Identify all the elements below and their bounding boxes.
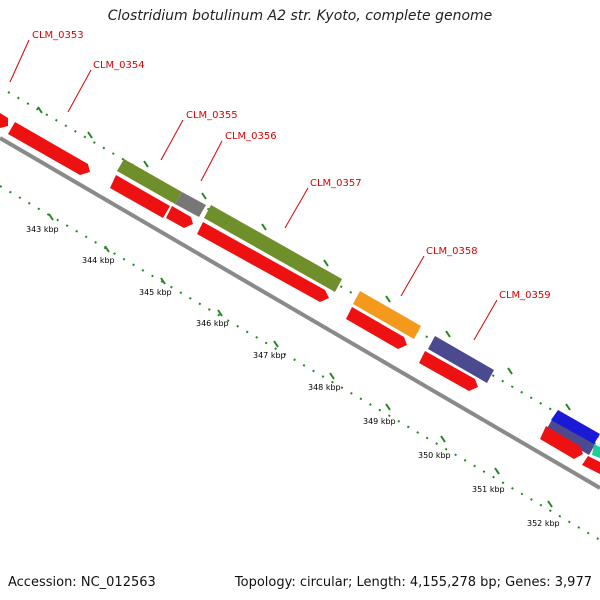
map-title: Clostridium botulinum A2 str. Kyoto, com…	[107, 8, 493, 24]
feature-track	[117, 159, 600, 458]
outer-major-tick	[445, 330, 451, 338]
accession-info: Accession: NC_012563	[8, 575, 156, 590]
gene-label-clm-0356[interactable]: CLM_0356	[225, 131, 277, 142]
feature-olive-1[interactable]	[117, 159, 182, 204]
cds-arrow[interactable]	[197, 222, 329, 302]
kbp-label: 345 kbp	[139, 288, 172, 297]
gene-label-clm-0355[interactable]: CLM_0355	[186, 110, 238, 121]
feature-gray[interactable]	[175, 192, 206, 217]
feature-blue[interactable]	[551, 410, 600, 444]
cds-arrow[interactable]	[582, 456, 600, 474]
outer-major-tick	[323, 259, 329, 267]
genome-backbone	[0, 136, 600, 490]
inner-major-tick	[273, 340, 279, 348]
feature-slate-small[interactable]	[546, 418, 596, 455]
gene-label-clm-0359[interactable]: CLM_0359	[499, 290, 551, 301]
kbp-label: 348 kbp	[308, 383, 341, 392]
inner-tick-track	[0, 185, 600, 541]
feature-olive-2[interactable]	[204, 205, 342, 292]
cds-track	[0, 113, 600, 474]
cds-arrow[interactable]	[346, 307, 407, 349]
kbp-label: 346 kbp	[196, 319, 229, 328]
kbp-label: 344 kbp	[82, 256, 115, 265]
gene-label-clm-0353[interactable]: CLM_0353	[32, 30, 84, 41]
topology-info: Topology: circular; Length: 4,155,278 bp…	[234, 575, 592, 590]
kbp-label: 349 kbp	[363, 417, 396, 426]
gene-label-clm-0357[interactable]: CLM_0357	[310, 178, 362, 189]
feature-orange[interactable]	[353, 291, 421, 339]
accession-label: Accession:	[8, 575, 77, 590]
inner-major-tick	[385, 403, 391, 411]
inner-major-tick	[104, 245, 110, 253]
feature-teal[interactable]	[592, 444, 600, 458]
cds-arrow[interactable]	[419, 351, 478, 391]
inner-major-tick	[547, 500, 553, 508]
inner-major-tick	[48, 213, 54, 221]
label-leaders	[9, 39, 498, 341]
inner-major-tick	[329, 372, 335, 380]
gene-label-clm-0354[interactable]: CLM_0354	[93, 60, 145, 71]
kbp-label: 343 kbp	[26, 225, 59, 234]
outer-major-tick	[37, 106, 43, 114]
outer-major-tick	[143, 160, 149, 168]
outer-major-tick	[385, 295, 391, 303]
kbp-label: 351 kbp	[472, 485, 505, 494]
gene-label-clm-0358[interactable]: CLM_0358	[426, 246, 478, 257]
gene-labels: CLM_0353 CLM_0354 CLM_0355 CLM_0356 CLM_…	[32, 30, 551, 301]
cds-arrow[interactable]	[540, 426, 583, 459]
outer-major-tick	[201, 192, 207, 200]
inner-major-tick	[160, 277, 166, 285]
cds-arrow[interactable]	[8, 122, 90, 175]
inner-major-tick	[494, 467, 500, 475]
outer-major-tick	[565, 403, 571, 411]
cds-arrow[interactable]	[166, 206, 193, 228]
outer-major-tick	[507, 367, 513, 375]
outer-major-tick	[261, 223, 267, 231]
cds-arrow[interactable]	[0, 113, 8, 128]
kbp-label: 347 kbp	[253, 351, 286, 360]
accession-value: NC_012563	[80, 575, 156, 590]
outer-major-tick	[87, 131, 93, 139]
kbp-labels: 343 kbp 344 kbp 345 kbp 346 kbp 347 kbp …	[26, 225, 560, 528]
feature-slate[interactable]	[428, 336, 494, 383]
kbp-label: 352 kbp	[527, 519, 560, 528]
inner-tick-dots	[0, 185, 600, 541]
cds-arrow[interactable]	[110, 175, 170, 218]
inner-major-tick	[217, 309, 223, 317]
inner-major-tick	[440, 435, 446, 443]
kbp-label: 350 kbp	[418, 451, 451, 460]
